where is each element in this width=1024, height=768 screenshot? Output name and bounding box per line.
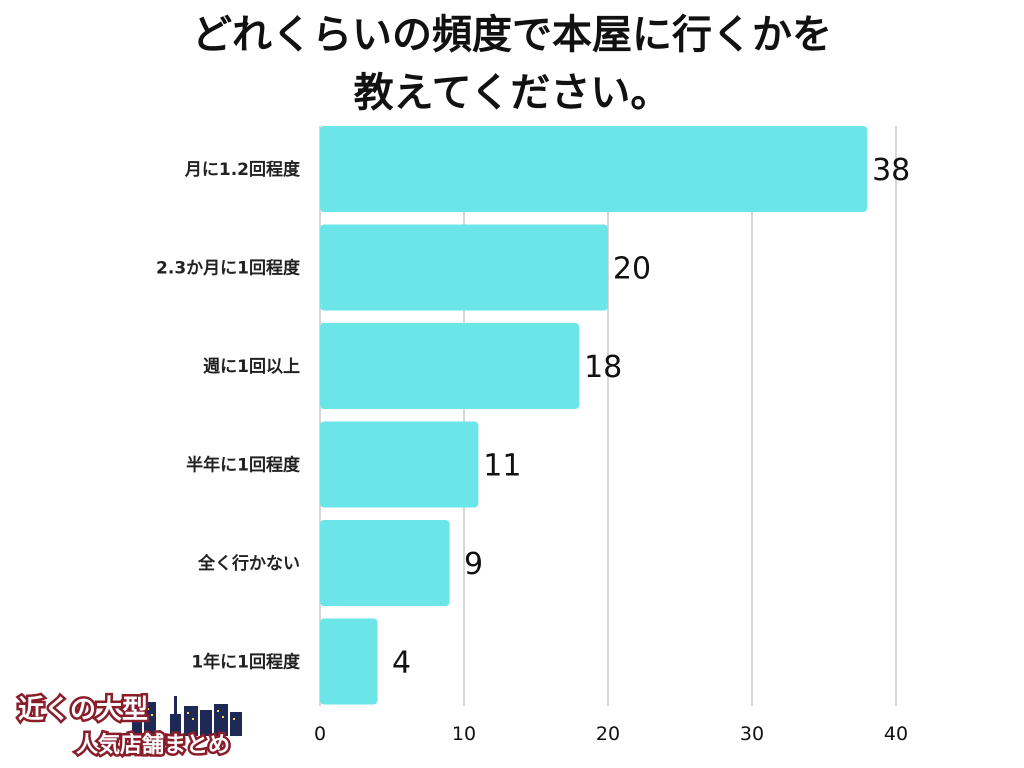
x-tick-label: 30 — [740, 723, 764, 745]
value-label: 11 — [483, 449, 521, 484]
chart-title-line-2: 教えてください。 — [353, 70, 671, 116]
bar — [320, 224, 608, 311]
x-tick-label: 0 — [314, 723, 326, 745]
site-logo: 近くの大型 人気店舗まとめ — [16, 693, 242, 760]
logo-text-line-2: 人気店舗まとめ — [76, 732, 230, 758]
bar — [320, 520, 450, 606]
value-label: 20 — [613, 252, 651, 287]
value-label: 38 — [872, 153, 910, 188]
value-label: 9 — [464, 547, 483, 582]
category-label: 2.3か月に1回程度 — [156, 258, 301, 279]
x-tick-label: 40 — [884, 723, 908, 745]
x-tick-label: 20 — [596, 723, 620, 745]
value-label: 18 — [584, 350, 622, 385]
bar — [320, 323, 580, 409]
bar — [320, 618, 378, 705]
bar — [320, 126, 868, 212]
category-label: 半年に1回程度 — [186, 455, 301, 476]
bar — [320, 421, 479, 508]
city-skyline-icon — [132, 696, 242, 736]
value-label: 4 — [392, 646, 411, 681]
x-tick-label: 10 — [452, 723, 476, 745]
category-label: 月に1.2回程度 — [184, 159, 301, 180]
category-label: 全く行かない — [197, 553, 300, 574]
chart-title: どれくらいの頻度で本屋に行くかを 教えてください。 — [0, 6, 1024, 122]
chart-title-line-1: どれくらいの頻度で本屋に行くかを — [192, 12, 832, 58]
category-label: 週に1回以上 — [203, 357, 300, 377]
logo-text-line-1: 近くの大型 — [18, 695, 148, 725]
category-label: 1年に1回程度 — [191, 652, 301, 673]
